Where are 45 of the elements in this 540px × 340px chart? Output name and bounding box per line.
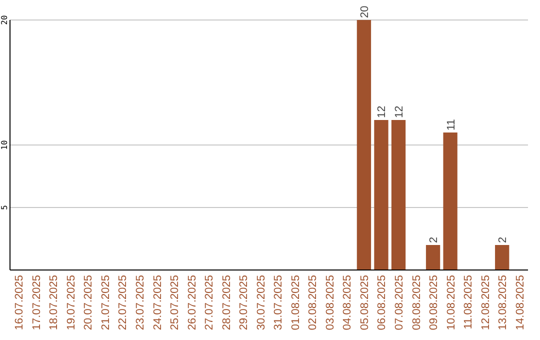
x-tick-label: 17.07.2025 — [30, 275, 43, 330]
x-tick-label: 11.08.2025 — [462, 275, 475, 330]
data-label: 2 — [428, 236, 440, 243]
bar — [426, 245, 440, 270]
x-tick-label: 09.08.2025 — [428, 275, 440, 330]
x-tick-label: 13.08.2025 — [497, 275, 510, 330]
x-tick-label: 02.08.2025 — [307, 275, 320, 330]
x-tick-label: 04.08.2025 — [342, 275, 354, 330]
y-tick-label: 5 — [0, 204, 9, 210]
x-tick-label: 24.07.2025 — [152, 275, 164, 330]
x-tick-label: 16.07.2025 — [14, 275, 26, 330]
x-tick-label: 03.08.2025 — [324, 275, 336, 330]
x-tick-label: 27.07.2025 — [204, 275, 216, 330]
bar — [391, 120, 406, 270]
bar — [495, 245, 510, 270]
data-label: 12 — [394, 106, 406, 118]
x-tick-label: 05.08.2025 — [358, 275, 371, 330]
y-tick-label: 20 — [0, 15, 9, 25]
x-tick-label: 14.08.2025 — [514, 275, 526, 330]
data-label: 20 — [358, 6, 371, 18]
x-tick-label: 22.07.2025 — [117, 275, 130, 330]
bar — [356, 20, 372, 270]
x-tick-label: 31.07.2025 — [272, 275, 285, 330]
data-label: 12 — [376, 106, 388, 118]
x-tick-label: 30.07.2025 — [255, 275, 268, 330]
x-tick-label: 01.08.2025 — [290, 275, 302, 330]
x-tick-label: 26.07.2025 — [186, 275, 198, 330]
x-tick-label: 23.07.2025 — [134, 275, 146, 330]
x-tick-label: 29.07.2025 — [238, 275, 250, 330]
x-tick-label: 10.08.2025 — [445, 275, 458, 330]
x-tick-label: 21.07.2025 — [100, 275, 112, 330]
y-tick-label: 10 — [0, 140, 9, 150]
x-tick-label: 12.08.2025 — [480, 275, 492, 330]
x-tick-label: 25.07.2025 — [169, 275, 182, 330]
data-label: 11 — [445, 119, 458, 130]
data-label: 2 — [497, 236, 510, 243]
x-tick-label: 07.08.2025 — [394, 275, 406, 330]
bar — [374, 120, 388, 270]
x-tick-label: 06.08.2025 — [376, 275, 388, 330]
bar — [443, 132, 458, 270]
x-tick-label: 20.07.2025 — [82, 275, 95, 330]
x-tick-label: 19.07.2025 — [65, 275, 78, 330]
x-tick-label: 18.07.2025 — [48, 275, 60, 330]
x-tick-label: 28.07.2025 — [220, 275, 233, 330]
x-tick-label: 08.08.2025 — [410, 275, 423, 330]
